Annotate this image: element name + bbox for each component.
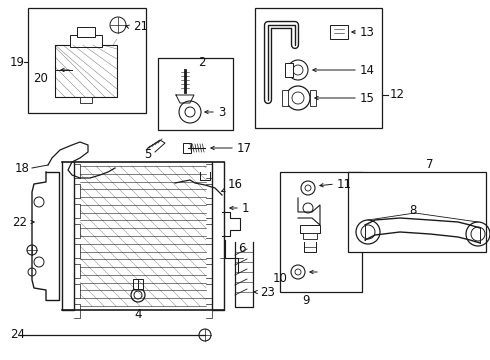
Bar xyxy=(310,90,316,106)
Text: 15: 15 xyxy=(360,91,375,104)
Bar xyxy=(348,172,486,252)
Text: 5: 5 xyxy=(145,148,152,162)
Bar xyxy=(70,35,102,47)
Text: 11: 11 xyxy=(337,177,352,190)
Text: 17: 17 xyxy=(237,141,252,154)
Text: 2: 2 xyxy=(198,57,205,69)
Bar xyxy=(255,8,382,128)
Bar xyxy=(303,233,317,239)
Bar xyxy=(133,279,143,289)
Text: 8: 8 xyxy=(409,203,416,216)
Text: 3: 3 xyxy=(218,105,225,118)
Text: 22: 22 xyxy=(12,216,27,229)
Text: 4: 4 xyxy=(134,309,142,321)
Text: 21: 21 xyxy=(133,21,148,33)
Text: 7: 7 xyxy=(426,158,434,171)
Text: 16: 16 xyxy=(228,179,243,192)
Bar xyxy=(80,97,92,103)
Bar xyxy=(28,8,146,113)
Text: 20: 20 xyxy=(33,72,48,85)
Bar xyxy=(158,58,233,130)
Bar xyxy=(280,172,362,292)
Text: 12: 12 xyxy=(390,89,405,102)
Text: 10: 10 xyxy=(273,271,288,284)
Bar xyxy=(55,45,117,97)
Bar xyxy=(183,143,191,153)
Text: 24: 24 xyxy=(10,328,25,342)
Text: 18: 18 xyxy=(15,162,30,175)
Bar xyxy=(300,225,320,233)
Bar xyxy=(285,63,293,77)
Text: 1: 1 xyxy=(242,202,249,215)
Text: 13: 13 xyxy=(360,26,375,39)
Text: 6: 6 xyxy=(238,242,245,255)
Bar xyxy=(330,25,348,39)
Text: 23: 23 xyxy=(260,285,275,298)
Bar xyxy=(77,27,95,37)
Bar xyxy=(282,90,288,106)
Text: 9: 9 xyxy=(302,293,310,306)
Text: 19: 19 xyxy=(10,55,25,68)
Text: 14: 14 xyxy=(360,63,375,77)
